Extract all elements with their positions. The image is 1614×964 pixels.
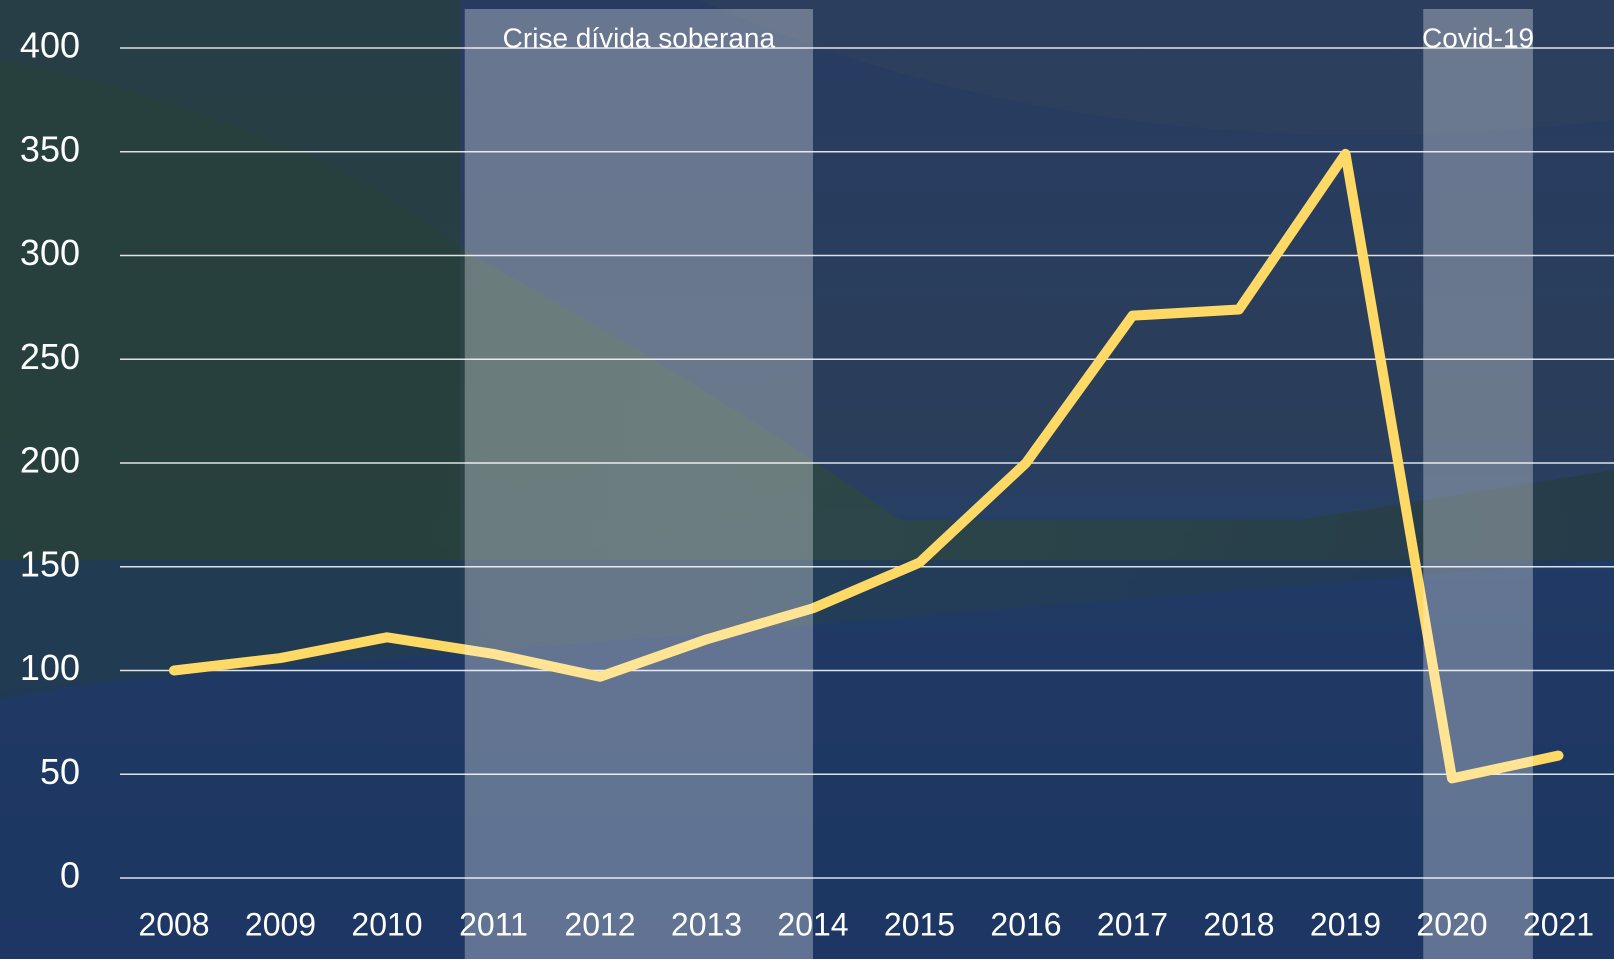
x-tick-label: 2021 (1523, 906, 1594, 942)
band-label: Crise dívida soberana (503, 22, 776, 53)
y-tick-label: 150 (20, 543, 80, 584)
plot (169, 148, 1564, 784)
shaded-band (464, 9, 813, 959)
x-tick-label: 2012 (564, 906, 635, 942)
x-tick-label: 2017 (1097, 906, 1168, 942)
band-label: Covid-19 (1422, 22, 1534, 53)
shaded-band (1423, 9, 1533, 959)
x-tick-label: 2013 (671, 906, 742, 942)
line (169, 148, 1564, 784)
y-tick-label: 0 (60, 855, 80, 896)
grid (120, 47, 1614, 879)
y-tick-label: 50 (40, 751, 80, 792)
x-tick-label: 2011 (459, 906, 528, 942)
x-tick-label: 2018 (1203, 906, 1274, 942)
bands (464, 9, 1533, 959)
labels: 0 50 100 150 200 250 300 350 400 2008 2009 2010 2011… (20, 22, 1594, 942)
y-tick-label: 200 (20, 440, 80, 481)
y-tick-label: 300 (20, 232, 80, 273)
x-tick-label: 2019 (1310, 906, 1381, 942)
x-tick-label: 2008 (138, 906, 209, 942)
y-tick-label: 350 (20, 128, 80, 169)
x-tick-label: 2020 (1416, 906, 1487, 942)
x-tick-label: 2016 (990, 906, 1061, 942)
y-tick-label: 100 (20, 647, 80, 688)
y-tick-label: 250 (20, 336, 80, 377)
x-tick-label: 2009 (245, 906, 316, 942)
x-tick-label: 2010 (351, 906, 422, 942)
x-tick-label: 2015 (884, 906, 955, 942)
x-tick-label: 2014 (777, 906, 848, 942)
y-tick-label: 400 (20, 25, 80, 66)
